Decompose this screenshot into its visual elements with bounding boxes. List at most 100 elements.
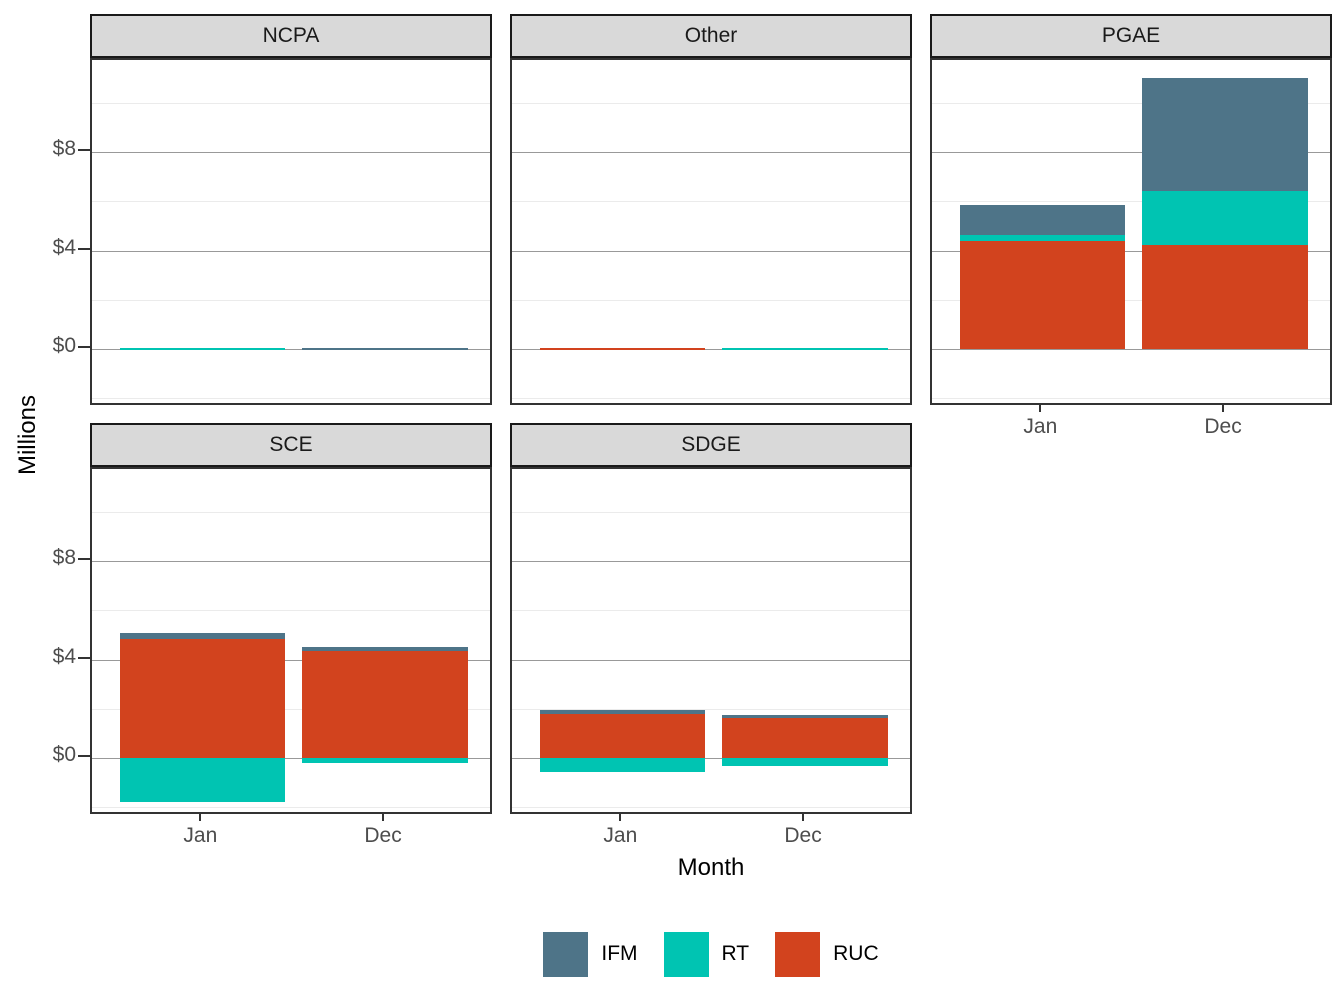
gridline-minor [92, 708, 490, 710]
y-tick-label-$0: $0 [52, 333, 76, 357]
gridline-minor [932, 201, 1330, 203]
y-tick-label-$4: $4 [52, 235, 76, 259]
bar-SDGE-Dec-RT [722, 757, 888, 767]
gridline-major [932, 250, 1330, 252]
bar-SCE-Dec-RUC [302, 650, 468, 758]
gridline-major [512, 250, 910, 252]
gridline-major [92, 152, 490, 154]
gridline-major [512, 659, 910, 661]
gridline-minor [932, 103, 1330, 105]
gridline-major [512, 348, 910, 350]
y-tick-label-$0: $0 [52, 742, 76, 766]
gridline-minor [92, 299, 490, 301]
gridline-minor [512, 103, 910, 105]
y-tick-label-$4: $4 [52, 644, 76, 668]
x-tick-mark-Dec [1222, 405, 1225, 412]
gridline-minor [92, 610, 490, 612]
bar-Other-Dec-RT [722, 347, 888, 351]
legend-label-IFM: IFM [601, 942, 638, 965]
gridline-minor [512, 708, 910, 710]
gridline-minor [512, 512, 910, 514]
x-axis-title: Month [677, 854, 745, 881]
bar-PGAE-Jan-IFM [959, 205, 1125, 236]
facet-strip-PGAE: PGAE [930, 14, 1332, 58]
bar-SDGE-Jan-RT [539, 757, 705, 772]
x-tick-mark-Dec [382, 814, 385, 821]
gridline-major [92, 659, 490, 661]
bar-NCPA-Dec-IFM [302, 347, 468, 351]
bar-SDGE-Jan-RUC [539, 713, 705, 758]
gridline-minor [512, 201, 910, 203]
facet-strip-SDGE: SDGE [510, 423, 912, 467]
bar-PGAE-Jan-RUC [959, 241, 1125, 349]
legend-item-IFM: IFM [543, 931, 638, 977]
bar-Other-Jan-RUC [539, 347, 705, 351]
gridline-minor [932, 299, 1330, 301]
bar-SDGE-Dec-IFM [722, 714, 888, 719]
facet-panel-SDGE [510, 467, 912, 814]
legend: IFM RT RUC [90, 930, 1332, 978]
gridline-major [932, 152, 1330, 154]
y-tick-mark-$8 [78, 558, 90, 561]
x-tick-mark-Jan [619, 814, 622, 821]
bar-SCE-Jan-IFM [119, 633, 285, 639]
y-axis-title: Millions [14, 395, 41, 476]
legend-label-RT: RT [721, 942, 750, 965]
bar-SCE-Dec-IFM [302, 647, 468, 651]
gridline-minor [92, 398, 490, 400]
gridline-minor [92, 103, 490, 105]
bar-PGAE-Dec-RT [1142, 191, 1308, 245]
gridline-minor [512, 398, 910, 400]
y-tick-label-$8: $8 [52, 137, 76, 161]
x-tick-mark-Dec [802, 814, 805, 821]
bar-SCE-Jan-RUC [119, 638, 285, 758]
bar-PGAE-Dec-IFM [1142, 78, 1308, 192]
bar-SDGE-Jan-IFM [539, 709, 705, 714]
x-tick-label-Jan: Jan [1023, 415, 1058, 438]
y-tick-mark-$0 [78, 345, 90, 348]
gridline-minor [92, 807, 490, 809]
gridline-major [512, 757, 910, 759]
y-tick-mark-$0 [78, 754, 90, 757]
x-tick-label-Dec: Dec [784, 824, 822, 847]
facet-panel-NCPA [90, 58, 492, 405]
legend-key-RUC [775, 931, 821, 977]
gridline-minor [92, 512, 490, 514]
gridline-major [512, 152, 910, 154]
bar-PGAE-Jan-RT [959, 235, 1125, 241]
facet-panel-SCE [90, 467, 492, 814]
facet-panel-Other [510, 58, 912, 405]
y-tick-mark-$8 [78, 149, 90, 152]
gridline-minor [512, 299, 910, 301]
facet-strip-SCE: SCE [90, 423, 492, 467]
gridline-major [932, 348, 1330, 350]
gridline-minor [512, 807, 910, 809]
gridline-major [92, 348, 490, 350]
gridline-major [92, 561, 490, 563]
y-tick-mark-$4 [78, 247, 90, 250]
x-tick-label-Jan: Jan [183, 824, 218, 847]
y-tick-label-$8: $8 [52, 546, 76, 570]
x-tick-label-Dec: Dec [1204, 415, 1242, 438]
x-tick-mark-Jan [1039, 405, 1042, 412]
bar-PGAE-Dec-RUC [1142, 244, 1308, 349]
x-tick-label-Dec: Dec [364, 824, 402, 847]
gridline-major [92, 250, 490, 252]
gridline-minor [932, 398, 1330, 400]
y-tick-mark-$4 [78, 656, 90, 659]
gridline-major [512, 561, 910, 563]
legend-item-RT: RT [663, 931, 750, 977]
facet-panel-PGAE [930, 58, 1332, 405]
legend-item-RUC: RUC [775, 931, 879, 977]
bar-NCPA-Jan-RT [119, 347, 285, 351]
legend-key-RT [663, 931, 709, 977]
x-tick-mark-Jan [199, 814, 202, 821]
bar-SCE-Jan-RT [119, 757, 285, 803]
gridline-minor [512, 610, 910, 612]
legend-label-RUC: RUC [833, 942, 879, 965]
bar-SCE-Dec-RT [302, 757, 468, 763]
facet-strip-NCPA: NCPA [90, 14, 492, 58]
gridline-minor [92, 201, 490, 203]
legend-key-IFM [543, 931, 589, 977]
